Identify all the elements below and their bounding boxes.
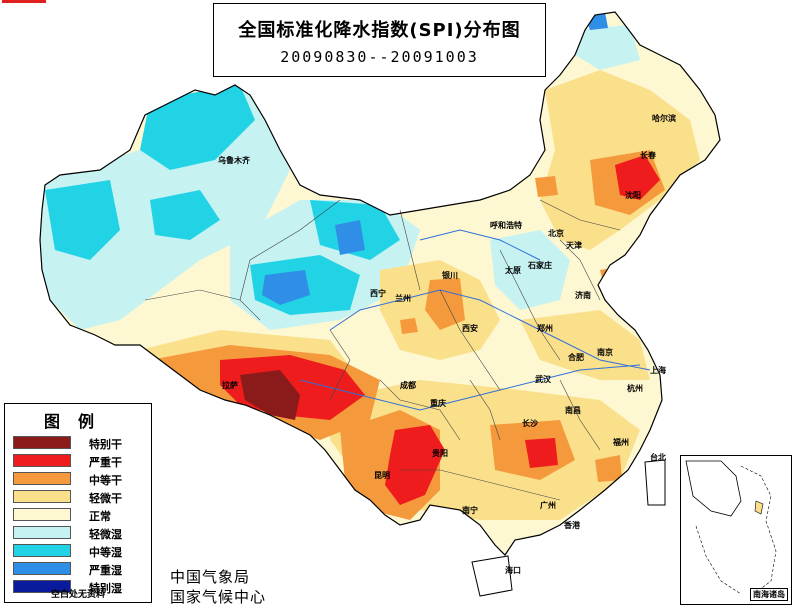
city-label: 郑州 xyxy=(537,324,553,333)
spi-zones xyxy=(40,12,700,588)
zone-severe-wet-qinghai xyxy=(262,270,310,305)
city-label: 福州 xyxy=(613,438,629,447)
city-label: 南昌 xyxy=(565,406,581,415)
legend-swatch xyxy=(13,544,71,557)
city-label: 石家庄 xyxy=(528,261,552,270)
city-label: 北京 xyxy=(548,229,564,238)
zone-moderate-wet-west xyxy=(45,180,120,260)
legend-label: 正常 xyxy=(89,510,111,523)
zone-moderate-wet-north-xj xyxy=(140,85,255,170)
city-label: 长春 xyxy=(640,151,656,160)
zone-moderate-dry-gansu-small xyxy=(400,318,418,334)
zone-moderate-wet-central xyxy=(150,190,220,240)
city-label: 南京 xyxy=(597,348,613,357)
city-label: 西宁 xyxy=(370,289,386,298)
zone-severe-dry-guizhou xyxy=(385,425,445,505)
city-label: 拉萨 xyxy=(222,381,238,390)
legend: 图例 特别干 严重干 中等干 轻微干 正常 轻微湿 中等湿 xyxy=(4,403,152,603)
legend-swatch xyxy=(13,454,71,467)
legend-swatch xyxy=(13,580,71,593)
zone-extreme-dry-tibet xyxy=(240,370,300,420)
legend-label: 严重湿 xyxy=(89,564,122,577)
legend-swatch xyxy=(13,562,71,575)
legend-label: 特别干 xyxy=(89,438,122,451)
city-label: 西安 xyxy=(462,324,478,333)
city-label: 南宁 xyxy=(462,506,478,515)
taiwan-outline xyxy=(644,459,666,506)
country-outline xyxy=(39,11,721,597)
zone-severe-dry-hunan xyxy=(525,438,558,468)
city-label: 天津 xyxy=(566,241,582,250)
legend-swatch xyxy=(13,508,71,521)
agency-name: 中国气象局 xyxy=(170,568,251,586)
hainan-outline xyxy=(471,555,513,597)
zone-light-wet-north-china xyxy=(490,230,570,310)
city-label: 昆明 xyxy=(374,471,390,480)
legend-label: 严重干 xyxy=(89,456,122,469)
legend-row: 中等干 xyxy=(13,472,149,487)
legend-swatch xyxy=(13,436,71,449)
city-label: 济南 xyxy=(575,291,591,300)
zone-moderate-wet-hainan xyxy=(485,565,505,588)
zone-light-wet-northeast xyxy=(570,25,640,70)
legend-swatch xyxy=(13,490,71,503)
legend-title: 图例 xyxy=(43,412,112,431)
province-borders xyxy=(144,199,621,501)
river-lines xyxy=(299,229,651,411)
city-label: 海口 xyxy=(505,566,521,575)
legend-row: 严重干 xyxy=(13,454,149,469)
city-label: 合肥 xyxy=(568,353,584,362)
legend-swatch xyxy=(13,472,71,485)
zone-moderate-dry-northeast-small xyxy=(535,176,558,197)
inset-label: 南海诸岛 xyxy=(750,588,788,601)
legend-label: 轻微干 xyxy=(89,492,122,505)
corner-mark xyxy=(2,0,46,3)
city-label: 重庆 xyxy=(430,399,446,408)
city-label: 长沙 xyxy=(522,419,538,428)
legend-label: 中等湿 xyxy=(89,546,122,559)
city-label: 广州 xyxy=(540,501,556,510)
city-label: 呼和浩特 xyxy=(490,221,522,230)
south-china-sea-inset: 南海诸岛 xyxy=(680,455,792,605)
zone-moderate-dry-fujian xyxy=(595,455,622,482)
legend-row: 严重湿 xyxy=(13,562,149,577)
legend-label: 轻微湿 xyxy=(89,528,122,541)
city-label: 沈阳 xyxy=(625,191,641,200)
legend-note: 空白处无资料 xyxy=(50,590,105,600)
legend-label: 中等干 xyxy=(89,474,122,487)
city-label: 台北 xyxy=(650,453,666,462)
agency-center: 国家气候中心 xyxy=(170,588,267,606)
map-period: 20090830--20091003 xyxy=(280,48,479,66)
legend-row: 特别干 xyxy=(13,436,149,451)
zone-severe-dry-northeast xyxy=(615,155,660,200)
legend-row: 中等湿 xyxy=(13,544,149,559)
city-label: 银川 xyxy=(442,271,458,280)
legend-label: 特别湿 xyxy=(89,582,122,595)
legend-row: 轻微干 xyxy=(13,490,149,505)
city-label: 上海 xyxy=(650,366,666,375)
city-label: 乌鲁木齐 xyxy=(218,156,250,165)
city-label: 成都 xyxy=(400,381,416,390)
map-title: 全国标准化降水指数(SPI)分布图 xyxy=(238,20,521,41)
legend-swatch xyxy=(13,526,71,539)
legend-row: 正常 xyxy=(13,508,149,523)
city-label: 兰州 xyxy=(395,294,411,303)
city-label: 哈尔滨 xyxy=(652,114,676,123)
city-label: 杭州 xyxy=(627,384,643,393)
zone-severe-dry-shandong xyxy=(612,265,640,288)
zone-severe-wet-gansu xyxy=(335,220,365,255)
zone-light-dry-east xyxy=(520,310,650,380)
inset-map xyxy=(685,460,777,597)
city-label: 武汉 xyxy=(535,375,551,384)
legend-row: 特别湿 xyxy=(13,580,149,595)
city-label: 香港 xyxy=(564,521,580,530)
city-label: 太原 xyxy=(505,266,521,275)
title-box: 全国标准化降水指数(SPI)分布图 20090830--20091003 xyxy=(213,3,546,77)
city-label: 贵阳 xyxy=(432,449,448,458)
legend-row: 轻微湿 xyxy=(13,526,149,541)
